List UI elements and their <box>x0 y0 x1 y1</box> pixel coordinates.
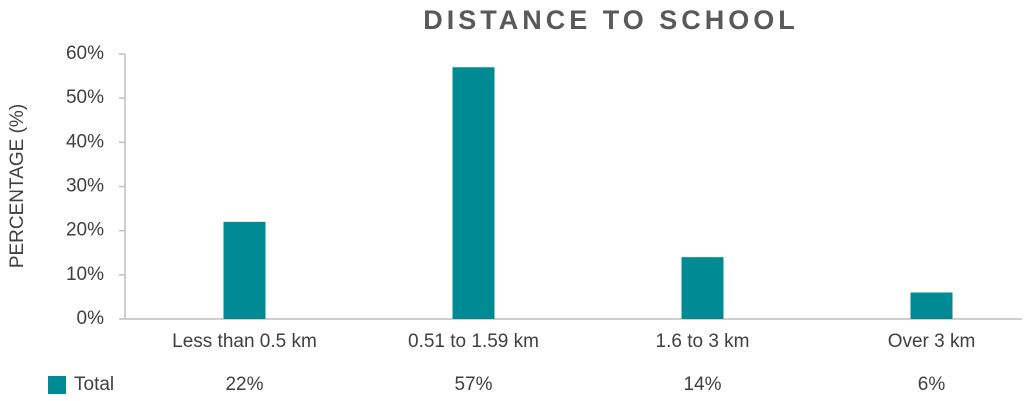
x-tick-label: 0.51 to 1.59 km <box>408 331 539 352</box>
table-value: 22% <box>225 374 263 395</box>
table-value: 14% <box>683 374 721 395</box>
x-tick-label: Over 3 km <box>888 331 976 352</box>
bar <box>452 67 495 319</box>
y-tick-label: 40% <box>66 131 104 152</box>
bar <box>681 257 724 319</box>
x-tick-label: 1.6 to 3 km <box>656 331 750 352</box>
y-tick-label: 30% <box>66 176 104 197</box>
legend-label: Total <box>74 374 114 395</box>
x-tick-label: Less than 0.5 km <box>172 331 317 352</box>
y-axis-label: PERCENTAGE (%) <box>7 104 28 268</box>
bar <box>910 292 953 319</box>
y-tick-label: 60% <box>66 43 104 64</box>
y-tick-label: 0% <box>77 308 105 329</box>
y-tick-label: 20% <box>66 220 104 241</box>
y-tick-label: 50% <box>66 87 104 108</box>
legend-swatch <box>48 376 66 394</box>
bar <box>223 221 266 319</box>
table-value: 6% <box>918 374 946 395</box>
y-tick-label: 10% <box>66 264 104 285</box>
table-value: 57% <box>454 374 492 395</box>
chart-title: DISTANCE TO SCHOOL <box>423 5 799 35</box>
